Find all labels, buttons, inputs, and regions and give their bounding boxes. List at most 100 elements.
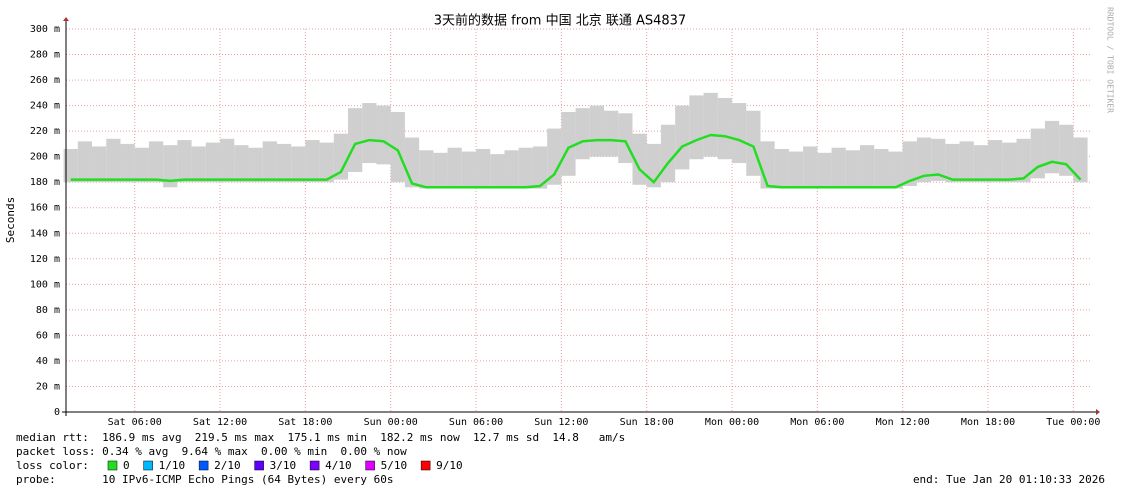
smoke	[362, 103, 377, 164]
y-tick-label: 200 m	[30, 152, 60, 163]
x-tick-label: Sat 06:00	[108, 417, 162, 428]
y-tick-label: 20 m	[36, 381, 60, 392]
loss-swatch	[107, 460, 118, 471]
smoke	[390, 111, 405, 183]
y-tick-label: 100 m	[30, 279, 60, 290]
smoke	[860, 145, 875, 189]
smoke	[120, 143, 135, 183]
smoke	[63, 149, 78, 183]
y-tick-label: 60 m	[36, 330, 60, 341]
smoke	[675, 105, 690, 170]
smoke	[689, 95, 704, 160]
loss-label: 5/10	[381, 459, 408, 472]
smoke	[404, 137, 420, 188]
smoke	[1016, 138, 1031, 183]
smoke	[205, 142, 221, 183]
smoke	[803, 146, 818, 189]
smoke	[547, 128, 562, 185]
smoke	[874, 149, 889, 189]
median-line	[70, 133, 1082, 189]
x-tick-label: Sun 12:00	[534, 417, 588, 428]
smoke	[1044, 120, 1060, 174]
x-tick-label: Sun 18:00	[620, 417, 674, 428]
loss-swatch	[143, 460, 153, 471]
smoke	[248, 147, 263, 183]
stats-median: median rtt: 186.9 ms avg 219.5 ms max 17…	[16, 431, 625, 444]
smoke	[92, 146, 107, 183]
smoke	[575, 108, 590, 160]
y-tick-label: 40 m	[36, 356, 60, 367]
loss-label: 4/10	[325, 459, 352, 472]
smoke	[973, 145, 989, 183]
smoke	[788, 151, 804, 189]
probe: probe: 10 IPv6-ICMP Echo Pings (64 Bytes…	[16, 473, 394, 486]
y-tick-label: 240 m	[30, 101, 60, 112]
smoke	[276, 143, 292, 183]
smoke	[319, 142, 334, 183]
y-tick-label: 220 m	[30, 126, 60, 137]
smoke	[177, 140, 192, 183]
smoke	[163, 145, 178, 188]
smoke	[945, 143, 960, 183]
loss-label: 1/10	[159, 459, 186, 472]
smoke	[134, 147, 149, 183]
smoke	[845, 150, 861, 189]
x-tick-label: Mon 12:00	[876, 417, 930, 428]
loss-swatch	[420, 460, 431, 471]
smoke	[604, 110, 619, 157]
smoke	[831, 147, 846, 189]
smoke	[618, 113, 633, 164]
arrow	[1096, 409, 1100, 415]
smoke	[931, 138, 946, 181]
y-tick-label: 160 m	[30, 203, 60, 214]
smoke	[348, 108, 363, 172]
smoke	[518, 147, 533, 189]
smoke	[1073, 137, 1088, 183]
smoke	[220, 138, 235, 183]
smoke	[760, 141, 775, 189]
chart-title: 3天前的数据 from 中国 北京 联通 AS4837	[434, 13, 686, 29]
end-time: end: Tue Jan 20 01:10:33 2026	[913, 473, 1105, 486]
smoke	[1002, 142, 1017, 183]
x-tick-label: Mon 18:00	[961, 417, 1015, 428]
loss-swatch	[365, 460, 375, 471]
x-tick-label: Sun 06:00	[449, 417, 503, 428]
loss-color-label: loss color:	[16, 459, 89, 472]
smoke	[191, 146, 206, 183]
smoke	[817, 152, 832, 189]
smoke	[419, 150, 434, 189]
smoke	[774, 149, 789, 189]
loss-swatch	[254, 460, 264, 471]
smoke	[703, 92, 718, 157]
smoke	[461, 151, 477, 189]
watermark: RRDTOOL / TOBI OETIKER	[1106, 7, 1115, 113]
smoke	[262, 141, 277, 183]
smoke	[916, 137, 932, 183]
smoke	[476, 149, 491, 189]
smoke	[902, 141, 917, 187]
y-tick-label: 120 m	[30, 254, 60, 265]
y-tick-label: 260 m	[30, 75, 60, 86]
loss-label: 3/10	[270, 459, 297, 472]
smoke	[532, 146, 548, 189]
x-tick-label: Mon 00:00	[705, 417, 759, 428]
smoke	[333, 133, 349, 180]
y-tick-label: 80 m	[36, 305, 60, 316]
smoke	[305, 140, 320, 183]
loss-label: 2/10	[214, 459, 241, 472]
smoke	[148, 141, 164, 183]
smoke	[447, 147, 462, 189]
smoke	[291, 146, 306, 183]
loss-label: 9/10	[436, 459, 463, 472]
x-tick-label: Tue 00:00	[1046, 417, 1100, 428]
y-tick-label: 0	[54, 407, 60, 418]
smoke	[376, 105, 391, 165]
x-tick-label: Mon 06:00	[790, 417, 844, 428]
smoke	[106, 138, 121, 183]
smoke	[988, 140, 1003, 183]
smoke	[433, 152, 448, 189]
smoke	[732, 103, 747, 164]
y-tick-label: 300 m	[30, 24, 60, 35]
x-tick-label: Sat 12:00	[193, 417, 247, 428]
